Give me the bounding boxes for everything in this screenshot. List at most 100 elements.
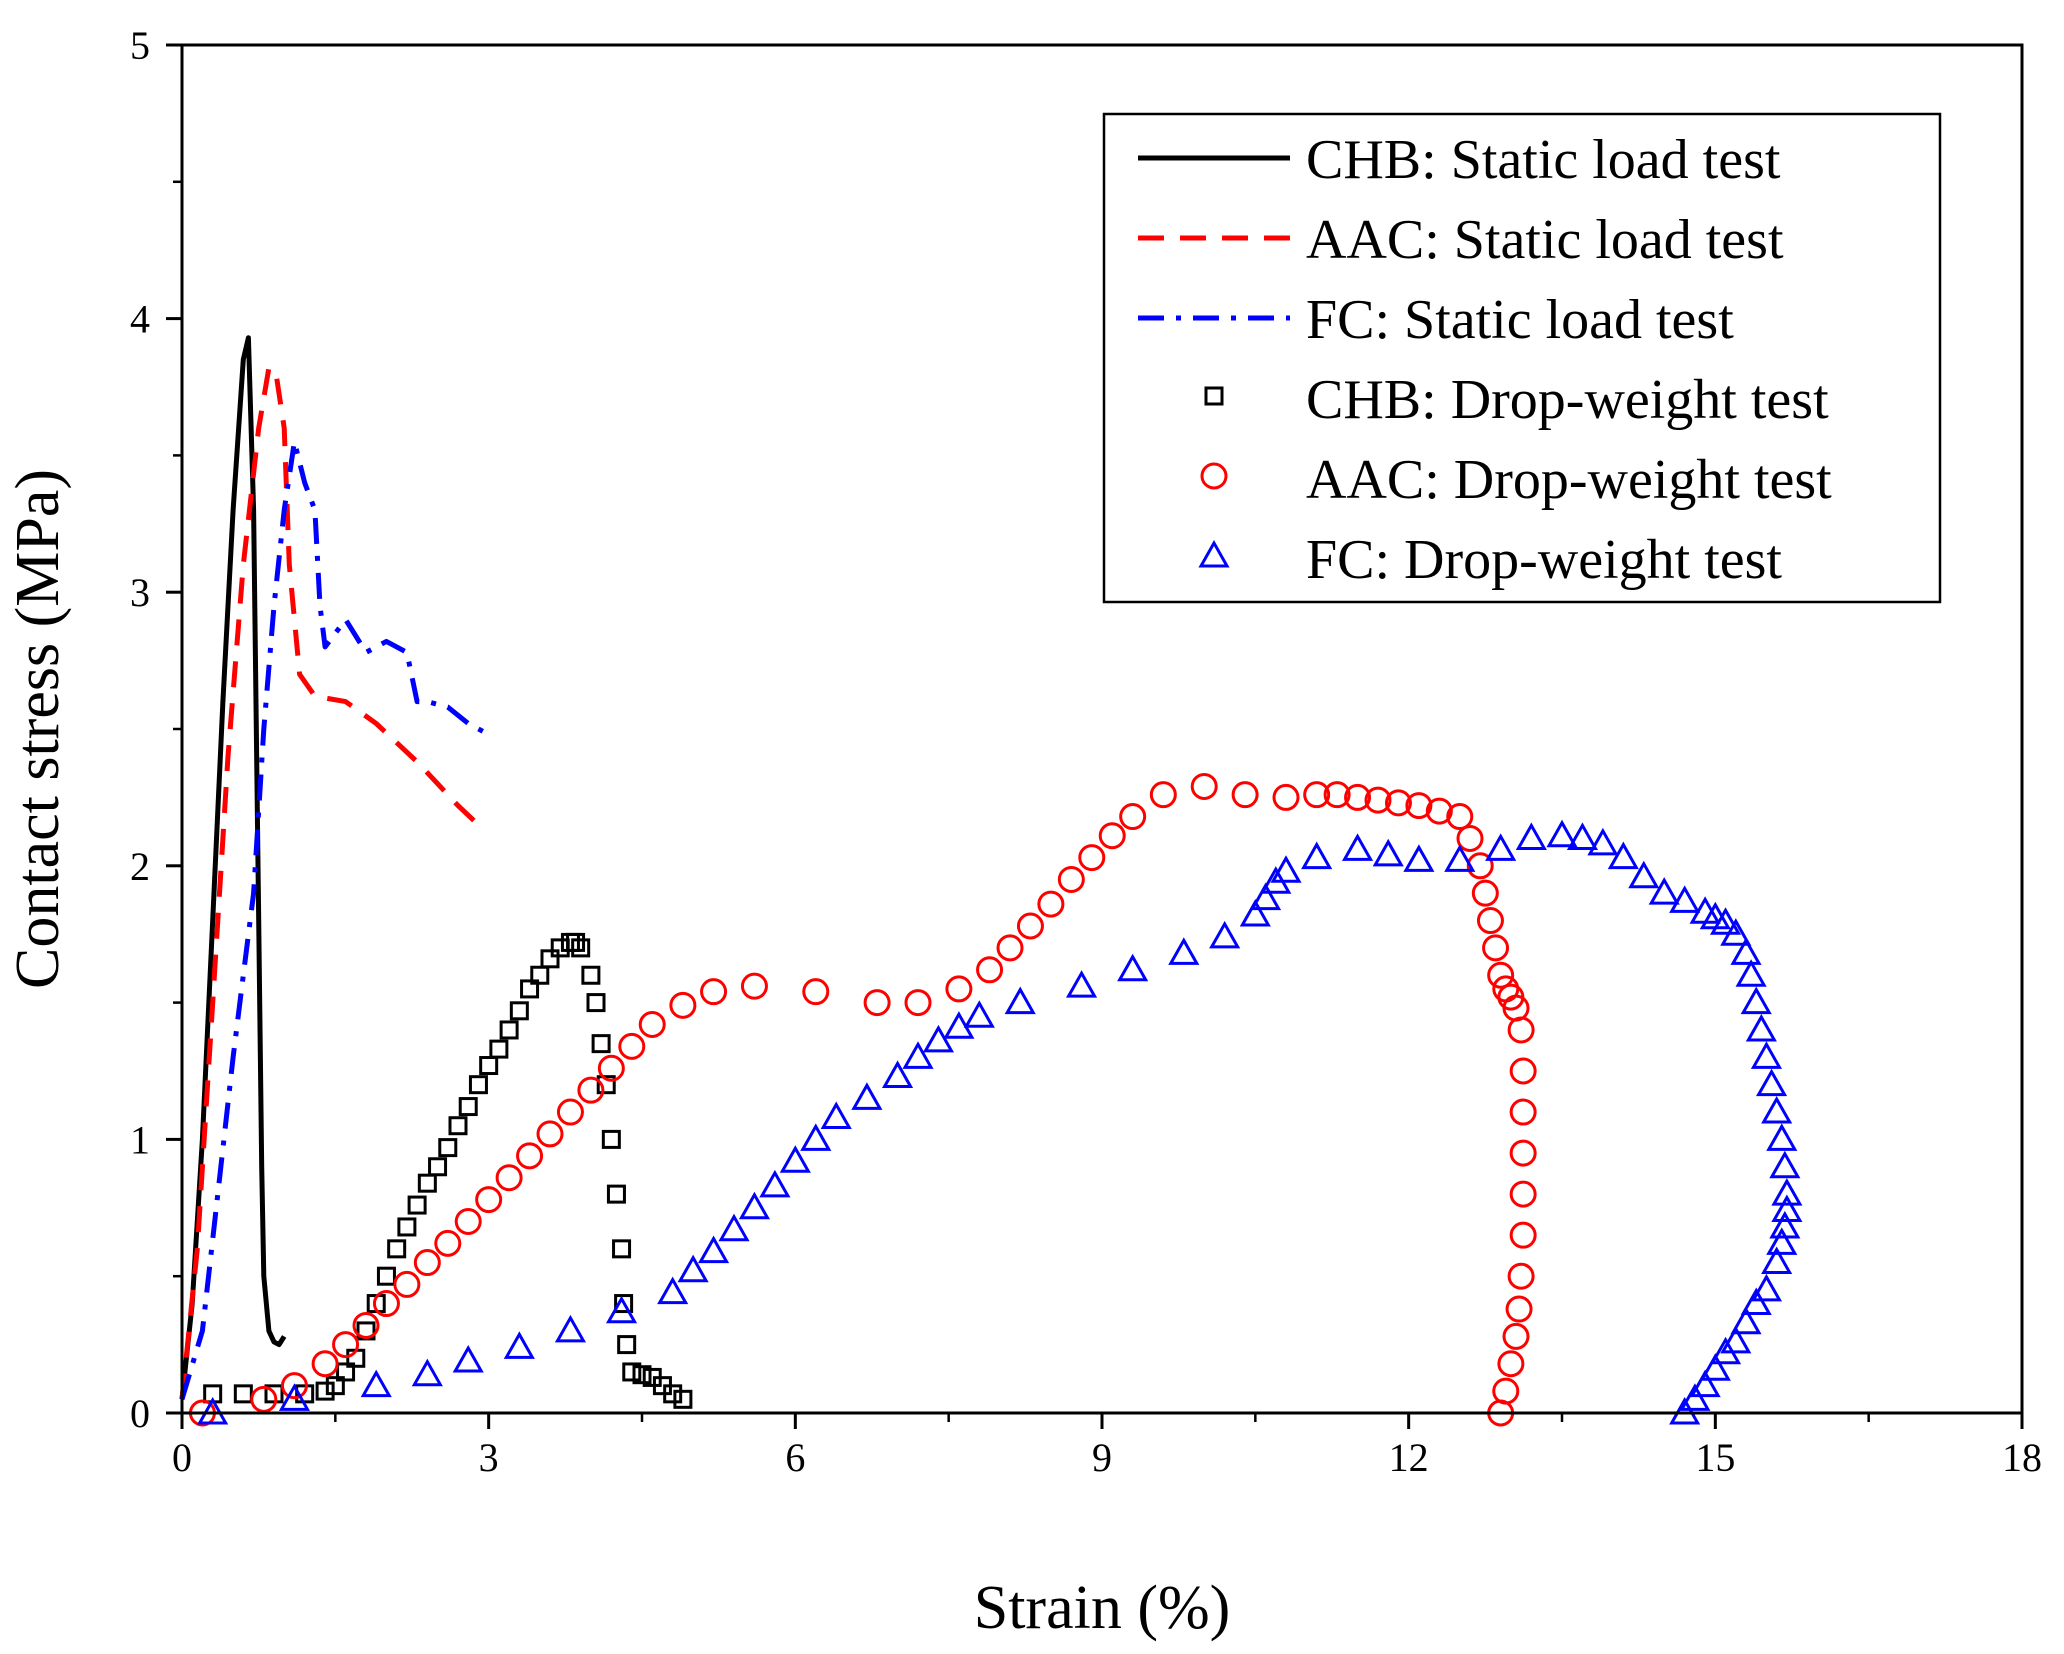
data-point [1446, 803, 1474, 831]
data-point [657, 1276, 689, 1305]
data-point [820, 1101, 852, 1130]
series-0 [179, 335, 287, 1400]
data-point [851, 1082, 883, 1110]
data-point [1771, 1178, 1803, 1206]
data-point [718, 1213, 750, 1242]
data-point [596, 1075, 616, 1095]
data-point [438, 1138, 458, 1158]
data-point [663, 1384, 683, 1404]
data-point [622, 1362, 642, 1382]
data-point [1482, 934, 1510, 962]
data-point [673, 1389, 693, 1409]
data-point [495, 1164, 523, 1192]
data-point [1497, 1350, 1525, 1378]
series-5 [197, 819, 1803, 1425]
data-point [1471, 879, 1499, 907]
data-point [1750, 1273, 1783, 1302]
data-point [738, 1191, 771, 1220]
data-point [530, 965, 550, 985]
data-point [614, 1294, 634, 1314]
data-point [1209, 920, 1241, 949]
data-point [503, 1331, 535, 1359]
data-point [1405, 792, 1433, 820]
x-tick-label: 6 [785, 1435, 805, 1480]
data-point [618, 1032, 646, 1060]
data-point [1509, 1139, 1537, 1167]
legend-item: FC: Drop-weight test [1198, 529, 1782, 591]
data-point [387, 1239, 407, 1259]
data-point [1372, 838, 1404, 867]
data-point [520, 979, 540, 999]
series-line [179, 335, 287, 1400]
data-point [1485, 833, 1517, 861]
series-2 [179, 439, 490, 1401]
legend-items: CHB: Static load test AAC: Static load te… [1138, 129, 1832, 591]
data-point [697, 1235, 730, 1264]
data-point [800, 1123, 832, 1151]
data-point [617, 1335, 637, 1355]
data-point [976, 956, 1004, 984]
data-point [516, 1142, 544, 1170]
data-point [278, 1383, 311, 1411]
data-point [1628, 860, 1660, 889]
series-1 [179, 365, 481, 1400]
x-tick-label: 12 [1389, 1435, 1429, 1480]
data-point [1364, 786, 1392, 814]
data-point [1730, 1306, 1762, 1335]
data-point [411, 1358, 443, 1387]
data-point [1231, 781, 1259, 809]
data-point [1515, 822, 1547, 850]
legend-label: FC: Drop-weight test [1306, 529, 1782, 591]
series-4 [188, 772, 1537, 1427]
legend-marker-swatch [1198, 539, 1230, 568]
data-point [1509, 1180, 1537, 1208]
data-point [554, 1314, 587, 1343]
data-point [1735, 959, 1767, 987]
data-point [1301, 841, 1333, 870]
data-point [1344, 783, 1372, 811]
data-point [1249, 882, 1282, 911]
data-point [1190, 772, 1218, 800]
data-point [612, 1239, 632, 1259]
data-point [1720, 1325, 1752, 1354]
data-point [540, 949, 560, 969]
data-point [458, 1097, 478, 1117]
data-point [963, 1000, 995, 1028]
data-point [669, 991, 697, 1019]
data-point [581, 965, 601, 985]
x-tick-label: 0 [172, 1435, 192, 1480]
data-point [1119, 803, 1147, 831]
data-point [638, 1010, 666, 1038]
data-point [677, 1254, 709, 1283]
data-point [407, 1195, 427, 1215]
data-point [1607, 841, 1639, 870]
data-point [1720, 918, 1752, 946]
legend-label: AAC: Static load test [1306, 209, 1784, 271]
legend-label: CHB: Static load test [1306, 129, 1781, 191]
data-point [1679, 1383, 1711, 1411]
data-point [1587, 827, 1619, 856]
data-point [1403, 844, 1435, 872]
data-point [1505, 1295, 1533, 1323]
data-point [536, 1120, 564, 1148]
data-point [372, 1290, 400, 1318]
legend-item: AAC: Drop-weight test [1200, 449, 1832, 511]
data-point [1456, 824, 1484, 852]
data-point [606, 1184, 626, 1204]
data-point [489, 1039, 509, 1059]
plot-area [179, 335, 1803, 1427]
data-point [902, 1041, 934, 1069]
y-tick-label: 1 [130, 1117, 150, 1162]
data-point [311, 1350, 339, 1378]
legend-marker-swatch [1200, 462, 1228, 490]
data-point [1065, 970, 1098, 998]
data-point [1669, 885, 1701, 913]
data-point [591, 1034, 611, 1054]
y-tick-label: 2 [130, 844, 150, 889]
data-point [509, 1001, 529, 1021]
data-point [1341, 833, 1374, 861]
data-point [233, 1384, 253, 1404]
data-point [1507, 1016, 1535, 1044]
x-axis-title: Strain (%) [974, 1574, 1231, 1642]
